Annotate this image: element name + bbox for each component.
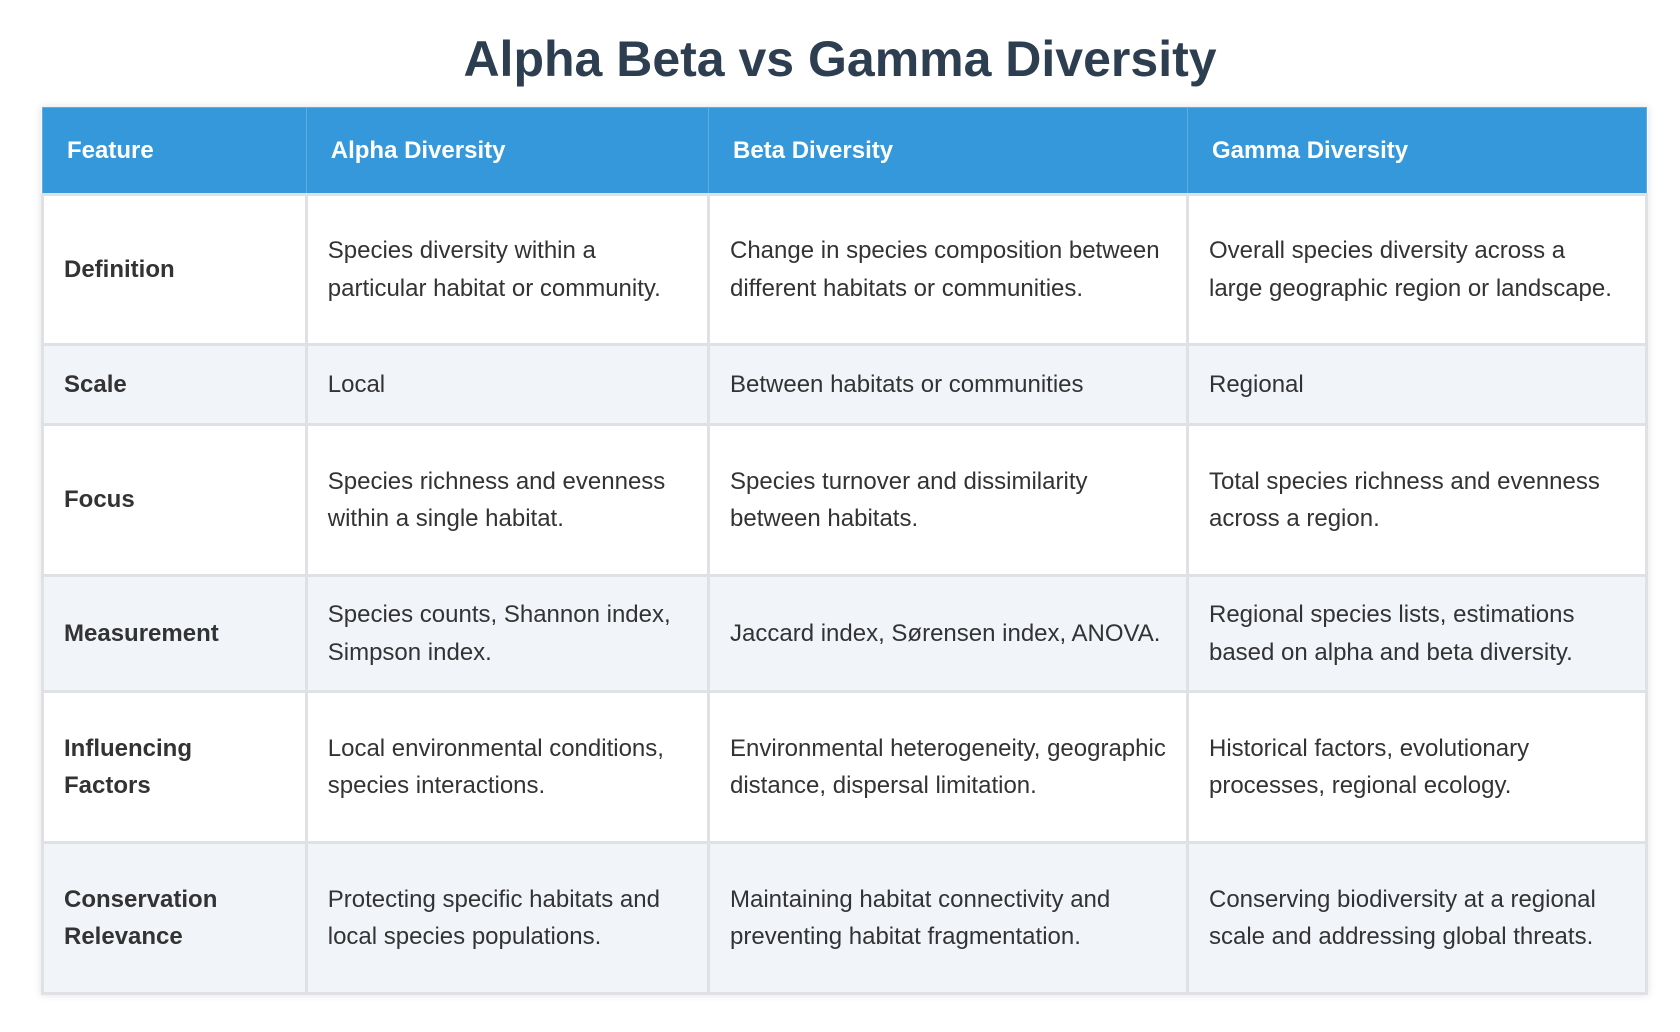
header-feature: Feature — [42, 107, 307, 195]
alpha-cell: Species diversity within a particular ha… — [304, 193, 711, 346]
feature-cell: Scale — [41, 343, 308, 426]
beta-cell: Maintaining habitat connectivity and pre… — [707, 841, 1189, 995]
feature-cell: Focus — [41, 423, 308, 577]
gamma-cell: Overall species diversity across a large… — [1185, 193, 1649, 346]
gamma-cell: Regional — [1185, 343, 1649, 426]
table-row: Conservation Relevance Protecting specifi… — [41, 841, 1649, 995]
beta-cell: Change in species composition between di… — [707, 193, 1189, 346]
beta-cell: Environmental heterogeneity, geographic … — [707, 690, 1189, 844]
gamma-cell: Total species richness and evenness acro… — [1185, 423, 1649, 577]
comparison-table: Feature Alpha Diversity Beta Diversity G… — [41, 107, 1649, 995]
page-title: Alpha Beta vs Gamma Diversity — [463, 31, 1217, 87]
alpha-cell: Species richness and evenness within a s… — [304, 423, 711, 577]
table-row: Definition Species diversity within a par… — [41, 193, 1649, 346]
gamma-cell: Conserving biodiversity at a regional sc… — [1185, 841, 1649, 995]
header-alpha: Alpha Diversity — [305, 107, 710, 195]
beta-cell: Species turnover and dissimilarity betwe… — [707, 423, 1189, 577]
table-row: Focus Species richness and evenness withi… — [41, 423, 1649, 577]
table-row: Measurement Species counts, Shannon index… — [41, 574, 1649, 693]
alpha-cell: Species counts, Shannon index, Simpson i… — [304, 574, 711, 693]
gamma-cell: Historical factors, evolutionary process… — [1185, 690, 1649, 844]
header-beta: Beta Diversity — [708, 107, 1188, 195]
header-gamma: Gamma Diversity — [1186, 107, 1648, 195]
table-row: Influencing Factors Local environmental c… — [41, 690, 1649, 844]
feature-cell: Influencing Factors — [41, 690, 308, 844]
alpha-cell: Protecting specific habitats and local s… — [304, 841, 711, 995]
beta-cell: Between habitats or communities — [707, 343, 1189, 426]
feature-cell: Definition — [41, 193, 308, 346]
feature-cell: Measurement — [41, 574, 308, 693]
alpha-cell: Local — [304, 343, 711, 426]
beta-cell: Jaccard index, Sørensen index, ANOVA. — [707, 574, 1189, 693]
table-row: Scale Local Between habitats or communitie… — [41, 343, 1649, 426]
alpha-cell: Local environmental conditions, species … — [304, 690, 711, 844]
header-row: Feature Alpha Diversity Beta Diversity G… — [42, 107, 1648, 195]
gamma-cell: Regional species lists, estimations base… — [1185, 574, 1649, 693]
feature-cell: Conservation Relevance — [41, 841, 308, 995]
